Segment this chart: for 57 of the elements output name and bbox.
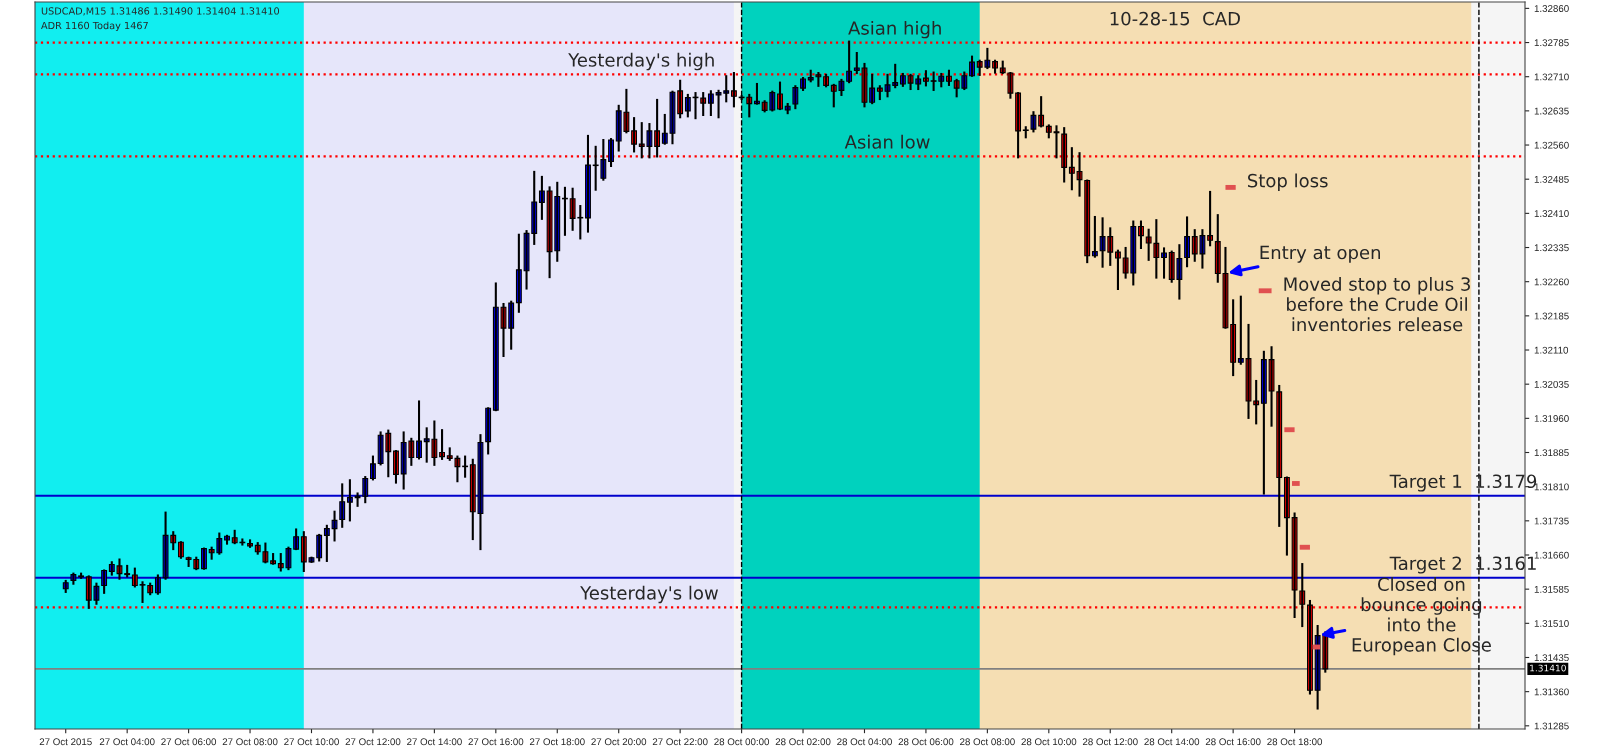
y-tick-label: 1.31585 xyxy=(1534,585,1569,593)
y-tick-label: 1.32485 xyxy=(1534,175,1569,183)
candlestick xyxy=(78,572,85,579)
x-tick-label: 27 Oct 16:00 xyxy=(468,738,524,746)
x-tick-label: 27 Oct 18:00 xyxy=(529,738,585,746)
y-tick-label: 1.31285 xyxy=(1534,722,1569,730)
x-tick-label: 28 Oct 06:00 xyxy=(898,738,954,746)
annotation: Stop loss xyxy=(1248,173,1328,191)
y-tick-label: 1.32335 xyxy=(1534,244,1569,252)
y-tick-label: 1.32110 xyxy=(1534,346,1569,354)
annotation: Target 2 1.3161 xyxy=(1389,556,1536,574)
y-tick-label: 1.32710 xyxy=(1534,73,1569,81)
y-tick-label: 1.32860 xyxy=(1534,5,1569,12)
y-tick-label: 1.32560 xyxy=(1534,141,1569,149)
y-tick-label: 1.31885 xyxy=(1534,449,1569,457)
x-tick-label: 27 Oct 22:00 xyxy=(652,738,708,746)
annotation: Closed on bounce going into the European Close xyxy=(1352,577,1491,656)
chart-subtitle: USDCAD,M15 1.31486 1.31490 1.31404 1.31410 xyxy=(41,7,280,16)
y-tick-label: 1.32410 xyxy=(1534,210,1569,217)
y-tick-label: 1.31435 xyxy=(1534,654,1569,662)
x-tick-label: 27 Oct 2015 xyxy=(39,738,92,746)
x-tick-label: 27 Oct 20:00 xyxy=(591,738,647,746)
y-tick-label: 1.32035 xyxy=(1534,380,1569,388)
y-tick-label: 1.32785 xyxy=(1534,39,1569,47)
x-tick-label: 28 Oct 10:00 xyxy=(1021,738,1077,746)
annotation: ADR 1160 Today 1467 xyxy=(41,21,148,32)
annotation: Asian high xyxy=(848,20,941,39)
annotation: Asian low xyxy=(844,134,930,149)
x-tick-label: 28 Oct 18:00 xyxy=(1267,738,1323,746)
x-tick-label: 27 Oct 08:00 xyxy=(222,738,278,746)
x-tick-label: 28 Oct 02:00 xyxy=(775,738,831,746)
x-tick-label: 28 Oct 04:00 xyxy=(837,738,892,746)
y-tick-label: 1.32260 xyxy=(1534,278,1569,286)
y-tick-label: 1.31960 xyxy=(1534,415,1569,422)
annotation: Entry at open xyxy=(1260,245,1380,263)
x-tick-label: 28 Oct 14:00 xyxy=(1144,738,1200,746)
y-tick-label: 1.31660 xyxy=(1534,551,1569,559)
x-tick-label: 27 Oct 04:00 xyxy=(99,738,155,746)
x-tick-label: 27 Oct 06:00 xyxy=(161,738,217,746)
y-tick-label: 1.31810 xyxy=(1534,483,1569,491)
x-tick-label: 28 Oct 08:00 xyxy=(960,738,1015,746)
y-tick-label: 1.32185 xyxy=(1534,312,1569,320)
chart-title: 10-28-15 CAD xyxy=(1110,11,1240,26)
y-tick-label: 1.31360 xyxy=(1534,688,1569,696)
y-tick-label: 1.31735 xyxy=(1534,517,1569,525)
annotation: Yesterday's high xyxy=(568,52,714,71)
ref-line-label: 1.31410 xyxy=(1530,664,1566,672)
annotation: Yesterday's low xyxy=(580,585,718,604)
x-tick-label: 28 Oct 00:00 xyxy=(714,738,770,746)
y-tick-label: 1.32635 xyxy=(1534,107,1569,115)
x-tick-label: 28 Oct 12:00 xyxy=(1082,738,1138,746)
annotation: Moved stop to plus 3 before the Crude Oil inventories release xyxy=(1284,276,1470,332)
x-tick-label: 27 Oct 12:00 xyxy=(345,738,401,746)
x-tick-label: 27 Oct 14:00 xyxy=(407,738,462,746)
x-tick-label: 27 Oct 10:00 xyxy=(284,738,339,746)
x-tick-label: 28 Oct 16:00 xyxy=(1205,738,1261,746)
y-tick-label: 1.31510 xyxy=(1534,620,1569,627)
